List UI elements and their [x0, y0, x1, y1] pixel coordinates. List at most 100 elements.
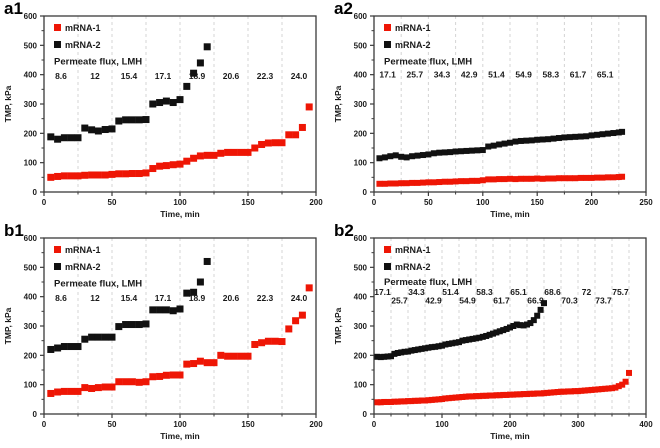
- data-point: [456, 339, 462, 346]
- data-point: [47, 345, 55, 353]
- data-point: [512, 176, 519, 183]
- data-point: [190, 154, 198, 162]
- data-point: [415, 397, 422, 404]
- x-tick-label: 250: [639, 198, 653, 207]
- data-point: [74, 343, 82, 351]
- axis-ticks: [40, 15, 317, 196]
- flux-value: 58.3: [543, 70, 560, 80]
- legend-swatch-mrna-2: [384, 263, 391, 270]
- x-axis-label: Time, min: [490, 431, 530, 441]
- data-point: [381, 180, 388, 187]
- data-point: [67, 387, 75, 395]
- data-point: [459, 337, 466, 344]
- data-point: [501, 176, 508, 183]
- data-point: [493, 329, 500, 336]
- data-point: [449, 394, 456, 401]
- data-point: [244, 352, 252, 360]
- data-point: [545, 136, 552, 143]
- panel-label-a1: a1: [4, 0, 23, 18]
- data-point: [503, 325, 510, 332]
- data-point: [436, 179, 443, 186]
- data-point: [462, 337, 469, 344]
- legend-swatch-mrna-2: [54, 263, 61, 270]
- data-point: [398, 180, 405, 187]
- data-point: [298, 123, 306, 131]
- flux-value: 34.3: [434, 70, 451, 80]
- data-point: [602, 385, 609, 392]
- data-point: [203, 43, 211, 51]
- data-point: [156, 162, 164, 170]
- data-point: [604, 130, 611, 137]
- chart-b2: 0 100 200 300 400 0 100 200 300 400 500 600 Time, mi…: [330, 222, 660, 448]
- data-point: [196, 152, 204, 160]
- data-point: [394, 398, 401, 405]
- data-point: [392, 180, 399, 187]
- data-point: [568, 388, 575, 395]
- data-point: [101, 171, 109, 179]
- data-point: [551, 389, 558, 396]
- data-point: [128, 170, 136, 178]
- data-point: [588, 132, 595, 139]
- data-point: [555, 135, 562, 142]
- flux-value: 65.1: [510, 287, 527, 297]
- series-mrna-1: [47, 103, 313, 181]
- flux-value: 18.9: [189, 71, 206, 81]
- flux-value: 42.9: [461, 70, 478, 80]
- data-point: [54, 172, 62, 180]
- data-point: [422, 397, 428, 404]
- flux-value: 75.7: [612, 287, 629, 297]
- legend-label-mrna-2: mRNA-2: [65, 262, 101, 272]
- flux-value: 25.7: [407, 70, 424, 80]
- data-point: [496, 328, 503, 335]
- data-point: [258, 339, 266, 347]
- grid-lines: [400, 16, 620, 192]
- data-point: [578, 387, 585, 394]
- data-point: [88, 333, 96, 341]
- data-point: [466, 336, 473, 343]
- data-point: [237, 352, 245, 360]
- x-tick-label: 50: [108, 420, 117, 429]
- data-point: [115, 117, 123, 125]
- data-point: [583, 174, 590, 181]
- data-point: [619, 381, 626, 388]
- data-point: [486, 392, 493, 399]
- data-point: [425, 179, 432, 186]
- x-tick-label: 150: [241, 198, 255, 207]
- data-point: [60, 387, 68, 395]
- data-point: [537, 306, 544, 313]
- x-tick-label: 200: [309, 198, 323, 207]
- data-point: [561, 388, 568, 395]
- data-point: [445, 395, 452, 402]
- data-point: [528, 137, 535, 144]
- y-tick-label: 500: [24, 263, 38, 272]
- x-tick-label: 0: [372, 198, 377, 207]
- y-axis-label: TMP, kPa: [3, 85, 13, 122]
- data-point: [561, 175, 568, 182]
- data-point: [418, 397, 425, 404]
- data-point: [60, 134, 68, 142]
- legend-label-mrna-1: mRNA-1: [65, 23, 101, 33]
- data-point: [128, 116, 136, 124]
- data-point: [305, 284, 313, 292]
- data-point: [54, 344, 62, 352]
- data-point: [539, 175, 546, 182]
- data-point: [74, 134, 82, 142]
- data-point: [156, 372, 164, 380]
- data-point: [285, 325, 293, 333]
- flux-value: 54.9: [515, 70, 532, 80]
- flux-value: 70.3: [561, 295, 578, 305]
- data-point: [605, 385, 612, 392]
- data-point: [278, 338, 286, 346]
- data-point: [459, 393, 466, 400]
- y-tick-label: 0: [33, 410, 38, 419]
- data-point: [469, 393, 476, 400]
- data-point: [391, 398, 398, 405]
- x-tick-label: 200: [309, 420, 323, 429]
- data-point: [142, 169, 150, 177]
- data-point: [550, 175, 557, 182]
- data-point: [425, 397, 432, 404]
- flux-value: 18.9: [189, 293, 206, 303]
- series-mrna-2: [47, 43, 211, 143]
- data-point: [558, 388, 564, 395]
